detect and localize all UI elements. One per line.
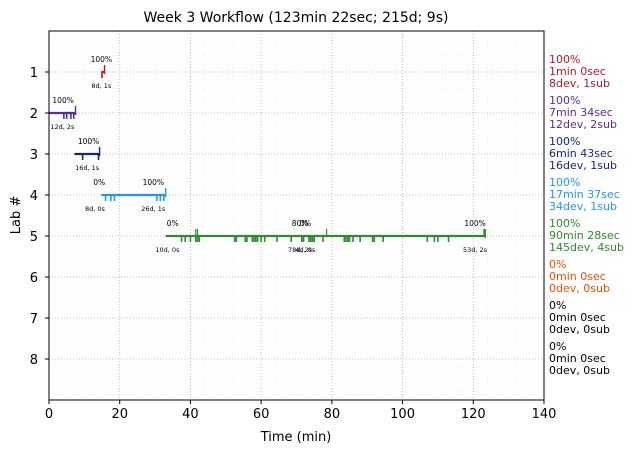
lab-2-annotation: 100% [52, 96, 73, 105]
lab-5-annotation: 100% [464, 219, 485, 228]
lab-1-stat-line: 8dev, 1sub [549, 77, 610, 90]
lab-5-annotation: 4d, 0s [295, 246, 316, 254]
lab-3-stat-line: 6min 43sec [549, 147, 613, 160]
lab-1-stat-line: 100% [549, 53, 580, 66]
x-tick-label: 20 [111, 407, 128, 422]
x-tick-label: 100 [390, 407, 415, 422]
y-tick-label: 5 [30, 230, 38, 245]
lab-7-stat-line: 0% [549, 299, 566, 312]
lab-4-annotation: 8d, 0s [85, 205, 106, 213]
lab-4-stat-line: 17min 37sec [549, 188, 620, 201]
plot-border [48, 30, 545, 401]
lab-5-annotation: 53d, 2s [463, 246, 488, 254]
lab-1-annotation: 100% [91, 55, 112, 64]
x-tick-label: 60 [253, 407, 270, 422]
lab-4-annotation: 100% [143, 178, 164, 187]
y-tick-label: 3 [30, 148, 38, 163]
lab-7-stat-line: 0min 0sec [549, 311, 606, 324]
lab-6-stat-line: 0min 0sec [549, 270, 606, 283]
lab-5-annotation: 78d, 2s [288, 246, 313, 254]
series-layer [49, 65, 487, 242]
lab-4-annotation: 0% [93, 178, 105, 187]
x-tick-label: 120 [461, 407, 486, 422]
lab-4-stat-line: 100% [549, 176, 580, 189]
x-tick-label: 40 [182, 407, 199, 422]
lab-6-stat-line: 0dev, 0sub [549, 282, 610, 295]
y-axis: 1 2 3 4 5 6 7 8 [30, 66, 49, 368]
lab-5-stat-line: 145dev, 4sub [549, 241, 624, 254]
lab-8-stat-line: 0min 0sec [549, 352, 606, 365]
lab-5-annotation: 0% [167, 219, 179, 228]
plot-area [49, 31, 544, 400]
lab-2-annotation: 12d, 2s [50, 123, 75, 131]
lab-2-stat-line: 12dev, 2sub [549, 118, 617, 131]
y-axis-label: Lab # [9, 196, 24, 235]
lab-3-annotation: 16d, 1s [75, 164, 100, 172]
lab-5-series [165, 229, 487, 242]
lab-3-series [74, 147, 101, 160]
lab-2-stat-line: 100% [549, 94, 580, 107]
lab-4-series [101, 188, 167, 201]
lab-1-stat-line: 1min 0sec [549, 65, 606, 78]
lab-5-stat-line: 100% [549, 217, 580, 230]
lab-5-annotation: 80% [292, 219, 309, 228]
lab-6-stat-line: 0% [549, 258, 566, 271]
x-axis-label: Time (min) [260, 430, 332, 445]
x-tick-label: 80 [324, 407, 341, 422]
y-tick-label: 6 [30, 271, 38, 286]
lab-2-series [49, 106, 77, 119]
lab-5-annotation: 10d, 0s [155, 246, 180, 254]
lab-8-stat-line: 0% [549, 340, 566, 353]
lab-3-annotation: 100% [78, 137, 99, 146]
x-axis: 0 20 40 60 80 100 120 140 [45, 400, 557, 422]
lab-1-series [101, 65, 106, 78]
lab-3-stat-line: 16dev, 1sub [549, 159, 617, 172]
y-tick-label: 7 [30, 312, 38, 327]
lab-7-stat-line: 0dev, 0sub [549, 323, 610, 336]
y-tick-label: 4 [30, 189, 38, 204]
y-tick-label: 8 [30, 353, 38, 368]
lab-5-annotation: 0% [299, 219, 311, 228]
lab-3-stat-line: 100% [549, 135, 580, 148]
lab-5-stat-line: 90min 28sec [549, 229, 620, 242]
lab-4-annotation: 26d, 1s [141, 205, 166, 213]
lab-4-stat-line: 34dev, 1sub [549, 200, 617, 213]
lab-2-stat-line: 7min 34sec [549, 106, 613, 119]
lab-1-annotation: 8d, 1s [91, 82, 112, 90]
y-tick-label: 1 [30, 66, 38, 81]
y-tick-label: 2 [30, 107, 38, 122]
lab-8-stat-line: 0dev, 0sub [549, 364, 610, 377]
chart-title: Week 3 Workflow (123min 22sec; 215d; 9s) [144, 10, 449, 26]
x-tick-label: 140 [532, 407, 557, 422]
x-tick-label: 0 [45, 407, 53, 422]
